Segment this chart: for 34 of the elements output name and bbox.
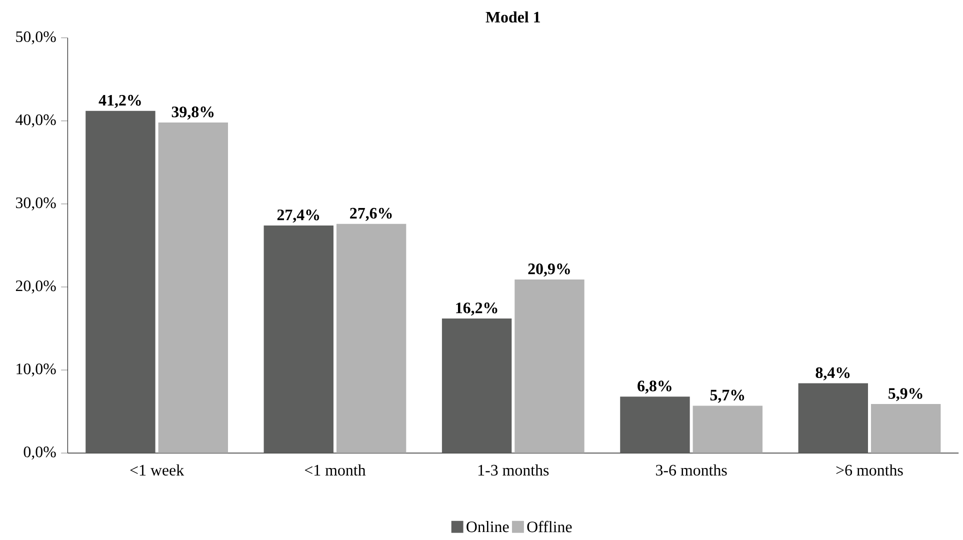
data-label: 27,6% bbox=[350, 208, 392, 222]
data-label: 5,9% bbox=[888, 388, 922, 402]
data-label: 5,7% bbox=[710, 390, 744, 403]
x-tick-label: >6 months bbox=[836, 464, 903, 476]
y-tick-label: 40,0% bbox=[16, 114, 56, 128]
y-tick-label: 50,0% bbox=[16, 31, 56, 45]
x-tick-label: <1 week bbox=[130, 464, 184, 476]
bar bbox=[158, 122, 228, 454]
chart-title: Model 1 bbox=[486, 11, 540, 23]
data-label: 20,9% bbox=[528, 264, 570, 277]
x-tick-label: 3-6 months bbox=[656, 464, 727, 476]
y-tick-label: 0,0% bbox=[24, 446, 56, 460]
bar bbox=[86, 111, 156, 454]
data-label: 27,4% bbox=[277, 210, 320, 223]
bar bbox=[336, 224, 406, 454]
bar bbox=[442, 318, 512, 454]
bar bbox=[692, 406, 763, 454]
bar bbox=[870, 404, 941, 454]
legend-label: Offline bbox=[527, 521, 572, 532]
y-tick-label: 30,0% bbox=[16, 198, 56, 211]
bar bbox=[798, 383, 868, 454]
x-tick-label: 1-3 months bbox=[478, 464, 549, 476]
bar bbox=[264, 226, 334, 454]
data-label: 16,2% bbox=[456, 302, 498, 316]
bar bbox=[514, 280, 584, 454]
data-label: 8,4% bbox=[816, 367, 850, 381]
data-label: 6,8% bbox=[638, 380, 672, 394]
legend-label: Online bbox=[466, 521, 509, 532]
y-tick-label: 10,0% bbox=[16, 364, 56, 377]
y-tick-label: 20,0% bbox=[16, 280, 56, 294]
x-tick-label: <1 month bbox=[304, 464, 366, 476]
data-label: 41,2% bbox=[98, 95, 141, 108]
bar bbox=[620, 396, 690, 454]
data-label: 39,8% bbox=[172, 106, 214, 120]
